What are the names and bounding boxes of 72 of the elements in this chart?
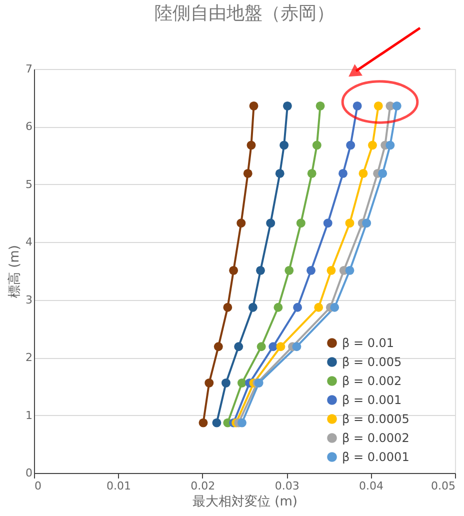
point bbox=[345, 218, 354, 228]
x-tick-label: 0 bbox=[34, 480, 42, 492]
legend-label: β = 0.005 bbox=[342, 355, 402, 369]
legend-label: β = 0.002 bbox=[342, 374, 402, 388]
point bbox=[229, 266, 238, 275]
point bbox=[238, 418, 246, 428]
y-tick-label: 4 bbox=[26, 236, 32, 249]
point bbox=[282, 101, 292, 110]
x-tick-label: 0.03 bbox=[274, 480, 300, 492]
legend-label: β = 0.0002 bbox=[342, 431, 410, 445]
y-tick-label: 0 bbox=[26, 466, 32, 480]
point bbox=[198, 418, 208, 428]
y-tick-label: 6 bbox=[26, 120, 32, 134]
point bbox=[307, 169, 316, 178]
point bbox=[358, 169, 368, 178]
point bbox=[222, 378, 230, 388]
point bbox=[248, 302, 258, 312]
point bbox=[266, 218, 276, 228]
point bbox=[214, 342, 223, 352]
point bbox=[256, 266, 265, 275]
y-tick-label: 2 bbox=[26, 351, 32, 364]
point bbox=[249, 101, 258, 110]
point bbox=[326, 266, 336, 275]
point bbox=[268, 342, 278, 352]
point bbox=[330, 302, 340, 312]
y-tick-label: 1 bbox=[26, 408, 32, 422]
point bbox=[386, 140, 395, 150]
point bbox=[275, 169, 284, 178]
point bbox=[246, 140, 256, 150]
y-tick-label: 5 bbox=[26, 178, 32, 191]
point bbox=[284, 266, 294, 275]
point bbox=[368, 140, 377, 150]
point bbox=[323, 218, 332, 228]
point bbox=[312, 140, 322, 150]
point bbox=[296, 218, 306, 228]
point bbox=[243, 169, 252, 178]
point bbox=[204, 378, 214, 388]
point bbox=[276, 342, 286, 352]
point bbox=[293, 302, 302, 312]
x-tick-label: 0.02 bbox=[190, 480, 216, 492]
legend-label: β = 0.0005 bbox=[342, 412, 410, 426]
point bbox=[234, 342, 244, 352]
point bbox=[292, 342, 302, 352]
chart-title: 陸側自由地盤（赤岡） bbox=[154, 2, 334, 24]
point bbox=[346, 140, 356, 150]
y-tick-label: 7 bbox=[26, 62, 32, 76]
point bbox=[345, 266, 354, 275]
legend-label: β = 0.01 bbox=[342, 336, 394, 350]
point bbox=[316, 101, 325, 110]
point bbox=[362, 218, 372, 228]
x-tick-label: 0.05 bbox=[431, 480, 456, 492]
point bbox=[352, 101, 362, 110]
y-axis-title: 標高 (m) bbox=[6, 245, 22, 298]
point bbox=[392, 101, 402, 110]
point bbox=[212, 418, 222, 428]
point bbox=[236, 218, 246, 228]
point bbox=[338, 169, 348, 178]
x-axis-title: 最大相対変位 (m) bbox=[192, 494, 298, 510]
y-tick-label: 3 bbox=[26, 293, 32, 306]
x-tick-label: 0.01 bbox=[106, 480, 131, 492]
point bbox=[306, 266, 316, 275]
point bbox=[274, 302, 283, 312]
legend-label: β = 0.0001 bbox=[342, 450, 410, 464]
point bbox=[280, 140, 289, 150]
point bbox=[314, 302, 324, 312]
x-tick-label: 0.04 bbox=[359, 480, 384, 492]
point bbox=[378, 169, 388, 178]
legend-label: β = 0.001 bbox=[342, 393, 402, 407]
point bbox=[374, 101, 383, 110]
point bbox=[256, 342, 266, 352]
point bbox=[238, 378, 246, 388]
point bbox=[223, 302, 232, 312]
